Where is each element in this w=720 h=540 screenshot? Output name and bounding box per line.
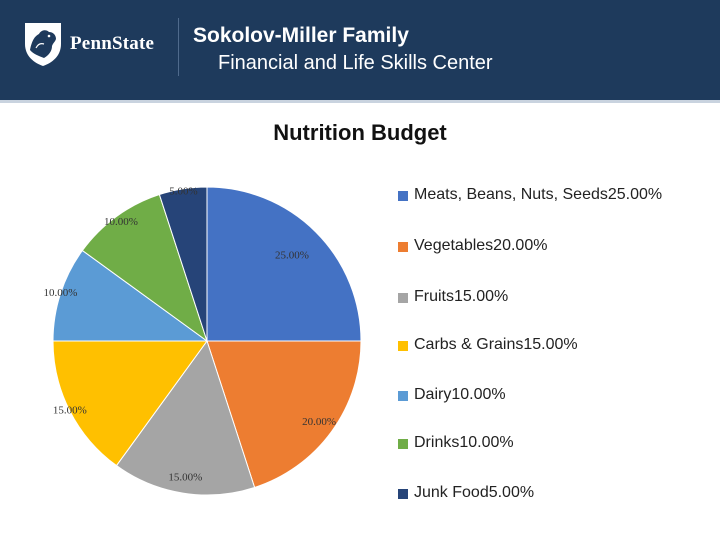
legend-swatch bbox=[398, 341, 408, 351]
legend-label: Meats, Beans, Nuts, Seeds25.00% bbox=[414, 186, 663, 203]
pie-data-label-carbs-grains: 15.00% bbox=[53, 404, 87, 416]
pie-data-label-fruits: 15.00% bbox=[168, 471, 202, 483]
header-divider bbox=[178, 18, 179, 76]
pie-slice-fruits bbox=[115, 339, 256, 496]
legend-label: Vegetables20.00% bbox=[414, 237, 548, 254]
legend-swatch bbox=[398, 489, 408, 499]
center-subtitle: Financial and Life Skills Center bbox=[218, 52, 493, 74]
legend-label: Junk Food5.00% bbox=[414, 484, 535, 501]
legend-label: Carbs & Grains15.00% bbox=[414, 336, 578, 353]
pie-data-label-dairy: 10.00% bbox=[44, 287, 78, 299]
pie-slice-vegetables bbox=[206, 340, 362, 489]
chart-title: Nutrition Budget bbox=[273, 120, 447, 145]
pie-slice-junk-food bbox=[158, 186, 208, 342]
pie-slice-dairy bbox=[52, 249, 209, 342]
center-title: Sokolov-Miller Family bbox=[193, 24, 409, 47]
header-banner: PennState Sokolov-Miller Family Financia… bbox=[0, 0, 720, 100]
pie-slice-drinks bbox=[81, 193, 208, 343]
pie-data-label-meats: 25.00% bbox=[275, 250, 309, 262]
legend-swatch bbox=[398, 293, 408, 303]
pennstate-wordmark: PennState bbox=[70, 33, 155, 54]
legend-label: Dairy10.00% bbox=[414, 386, 506, 403]
pie-slice-meats bbox=[206, 186, 362, 342]
legend-label: Drinks10.00% bbox=[414, 434, 514, 451]
pie-slice-carbs-grains bbox=[52, 340, 208, 467]
pie-data-label-vegetables: 20.00% bbox=[302, 416, 336, 428]
legend-swatch bbox=[398, 242, 408, 252]
legend-label: Fruits15.00% bbox=[414, 288, 509, 305]
legend-swatch bbox=[398, 439, 408, 449]
header-underline bbox=[0, 100, 720, 103]
legend-swatch bbox=[398, 191, 408, 201]
nittany-lion-shield-icon bbox=[25, 23, 61, 66]
pennstate-logo[interactable]: PennState bbox=[22, 20, 167, 68]
pie-data-label-junk-food: 5.00% bbox=[169, 185, 197, 197]
legend-swatch bbox=[398, 391, 408, 401]
pie-data-label-drinks: 10.00% bbox=[104, 216, 138, 228]
